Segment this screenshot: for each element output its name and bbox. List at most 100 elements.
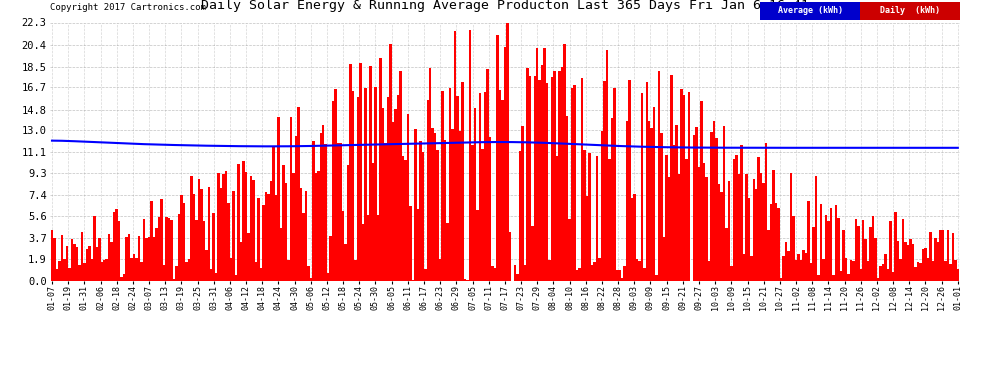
Bar (364, 88, 366, 281)
Bar (705, 177, 708, 281)
Bar (879, 266, 882, 281)
Bar (810, 263, 812, 281)
Bar (131, 258, 133, 281)
Bar (133, 254, 136, 281)
Bar (345, 244, 346, 281)
Bar (377, 215, 379, 281)
Bar (849, 260, 852, 281)
Bar (884, 254, 887, 281)
Bar (292, 174, 295, 281)
Bar (387, 97, 389, 281)
Bar (200, 189, 203, 281)
Bar (718, 184, 720, 281)
Bar (741, 144, 742, 281)
Bar (904, 242, 907, 281)
Bar (143, 219, 146, 281)
Bar (342, 211, 345, 281)
Bar (621, 279, 623, 281)
Bar (822, 259, 825, 281)
Bar (98, 238, 101, 281)
Bar (805, 253, 807, 281)
Bar (167, 218, 170, 281)
Bar (282, 165, 285, 281)
Bar (240, 242, 243, 281)
Bar (213, 213, 215, 281)
Bar (269, 181, 272, 281)
Bar (177, 214, 180, 281)
Bar (75, 248, 78, 281)
Bar (728, 181, 730, 281)
Bar (591, 265, 593, 281)
Bar (556, 156, 558, 281)
Bar (765, 143, 767, 281)
Bar (118, 221, 121, 281)
Bar (725, 228, 728, 281)
Bar (248, 233, 249, 281)
Bar (68, 268, 70, 281)
Bar (448, 88, 451, 281)
Bar (670, 75, 673, 281)
Bar (653, 107, 655, 281)
Bar (300, 188, 302, 281)
Bar (458, 131, 461, 281)
Bar (80, 232, 83, 281)
Bar (723, 126, 725, 281)
Bar (685, 159, 688, 281)
Bar (366, 214, 369, 281)
Bar (825, 216, 828, 281)
Bar (887, 269, 889, 281)
Bar (402, 156, 404, 281)
Bar (412, 280, 414, 281)
Bar (623, 266, 626, 281)
Bar (573, 86, 576, 281)
Bar (683, 95, 685, 281)
Bar (785, 242, 787, 281)
Bar (733, 159, 736, 281)
Bar (917, 262, 920, 281)
Bar (920, 263, 922, 281)
Bar (553, 71, 556, 281)
Bar (514, 266, 516, 281)
Bar (419, 141, 422, 281)
Bar (519, 151, 521, 281)
Bar (409, 206, 412, 281)
Bar (882, 264, 884, 281)
Bar (854, 219, 857, 281)
Bar (598, 258, 601, 281)
Bar (182, 203, 185, 281)
Bar (613, 88, 616, 281)
Bar (101, 262, 103, 281)
Bar (404, 160, 407, 281)
Bar (770, 204, 772, 281)
Bar (951, 232, 954, 281)
Bar (708, 261, 710, 281)
Bar (188, 260, 190, 281)
Bar (53, 238, 55, 281)
Bar (382, 108, 384, 281)
Bar (374, 87, 377, 281)
Bar (927, 258, 930, 281)
Bar (103, 260, 106, 281)
Bar (872, 216, 874, 281)
Bar (897, 242, 899, 281)
Bar (548, 260, 551, 281)
Bar (703, 163, 705, 281)
Bar (205, 250, 208, 281)
Bar (521, 126, 524, 281)
Bar (561, 67, 563, 281)
Bar (243, 161, 245, 281)
Bar (693, 135, 695, 281)
Bar (150, 201, 152, 281)
Bar (160, 199, 162, 281)
Bar (96, 246, 98, 281)
Bar (274, 195, 277, 281)
Bar (351, 92, 354, 281)
Bar (658, 71, 660, 281)
Bar (466, 280, 469, 281)
Text: Copyright 2017 Cartronics.com: Copyright 2017 Cartronics.com (50, 3, 205, 12)
Bar (680, 89, 683, 281)
Bar (914, 267, 917, 281)
Bar (700, 101, 703, 281)
Bar (782, 256, 785, 281)
Bar (815, 176, 817, 281)
